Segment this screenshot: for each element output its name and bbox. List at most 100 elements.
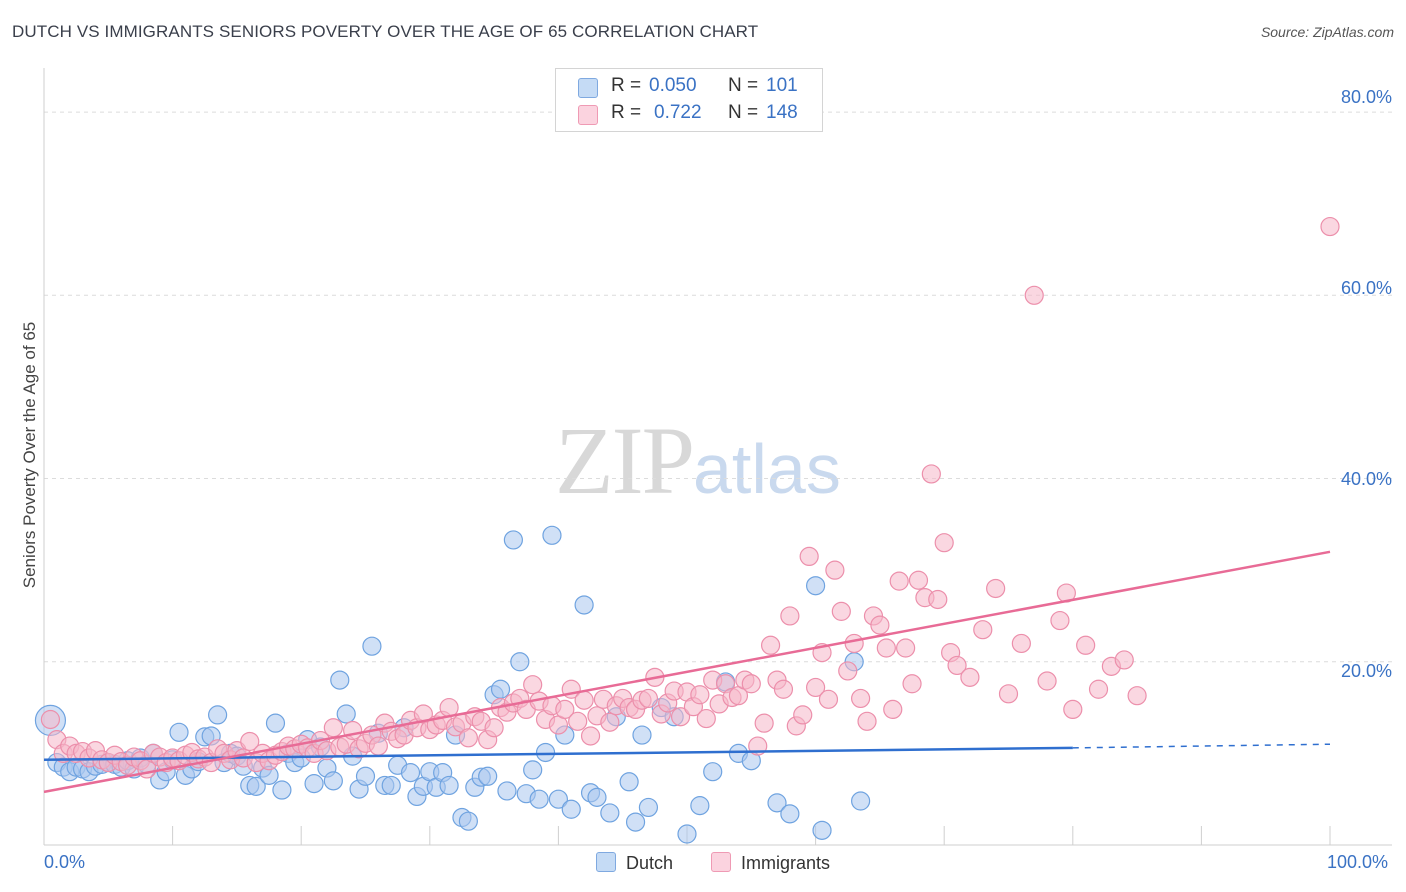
legend-r-value: 0.050 — [649, 75, 697, 96]
immigrants-point — [780, 606, 800, 626]
immigrants-point — [1050, 610, 1070, 631]
immigrants-point — [831, 601, 851, 621]
dutch-point — [381, 775, 401, 796]
immigrants-point — [670, 707, 691, 727]
immigrants-point — [889, 571, 909, 591]
immigrants-point — [1063, 699, 1083, 720]
immigrants-point — [754, 713, 774, 733]
immigrants-point — [799, 546, 819, 567]
dutch-point — [355, 766, 376, 786]
immigrants-point — [844, 633, 864, 654]
watermark-zip: ZIP — [555, 407, 695, 514]
immigrants-point — [947, 655, 967, 676]
chart-title: DUTCH VS IMMIGRANTS SENIORS POVERTY OVER… — [12, 22, 759, 41]
immigrants-point — [1037, 671, 1057, 691]
immigrants-point — [1076, 635, 1096, 655]
immigrants-point — [40, 709, 61, 730]
dutch-point — [535, 742, 556, 763]
legend-r-label: R = — [611, 75, 642, 96]
dutch-trend-extension — [1072, 743, 1331, 749]
dutch-point — [767, 793, 787, 813]
dutch-point — [304, 774, 324, 794]
immigrants-point — [240, 731, 260, 752]
immigrants-point — [870, 615, 890, 635]
dutch-point — [851, 791, 871, 811]
immigrants-point — [908, 570, 929, 590]
immigrants-point — [960, 667, 980, 687]
y-tick-label-80: 80.0% — [1340, 87, 1392, 107]
dutch-point — [336, 704, 356, 724]
dutch-point — [587, 787, 607, 807]
immigrants-point — [690, 685, 710, 705]
legend-r-value: 0.722 — [654, 102, 702, 123]
dutch-point — [677, 824, 697, 844]
x-tick-label-0: 0.0% — [44, 852, 86, 872]
immigrants-point — [368, 736, 388, 756]
dutch-point — [574, 595, 594, 615]
dutch-point — [523, 760, 543, 780]
dutch-point — [625, 812, 646, 832]
legend-n-value: 148 — [766, 102, 798, 123]
immigrants-point — [568, 711, 588, 731]
dutch-point — [169, 722, 189, 742]
legend-n-label: N = — [728, 102, 759, 123]
immigrants-point — [973, 620, 993, 640]
dutch-point — [246, 776, 266, 796]
immigrants-point — [921, 464, 941, 484]
y-tick-label-60: 60.0% — [1340, 278, 1392, 298]
dutch-point — [632, 725, 652, 745]
immigrants-point — [1127, 686, 1147, 706]
dutch-point — [497, 781, 517, 801]
dutch-point — [812, 820, 832, 840]
legend-swatch-immigrants — [578, 105, 598, 125]
immigrants-point — [760, 635, 781, 655]
immigrants-point — [773, 679, 794, 699]
immigrants-point — [883, 699, 903, 720]
immigrants-point — [998, 684, 1019, 704]
immigrants-point — [825, 560, 845, 580]
dutch-trend-line — [43, 746, 1073, 762]
bottom-legend-immigrants: Immigrants — [711, 852, 830, 874]
correlation-legend: R = 0.050 N = 101 R = 0.722 N = 148 — [555, 68, 823, 132]
immigrants-point — [580, 726, 601, 746]
immigrants-point — [574, 690, 594, 710]
immigrants-point — [876, 638, 896, 658]
dutch-point — [400, 763, 421, 783]
dutch-point — [272, 780, 292, 800]
y-tick-label-40: 40.0% — [1340, 469, 1392, 489]
dutch-point — [458, 811, 478, 831]
watermark-atlas: atlas — [693, 430, 841, 508]
immigrants-point — [523, 675, 543, 695]
immigrants-point — [805, 677, 826, 698]
dutch-point — [510, 652, 530, 672]
dutch-point — [208, 705, 228, 725]
bottom-legend-label-immigrants: Immigrants — [741, 853, 831, 873]
immigrants-point — [555, 699, 575, 720]
dutch-point — [265, 713, 286, 733]
y-tick-label-20: 20.0% — [1340, 661, 1392, 681]
legend-n-label: N = — [728, 75, 759, 96]
bottom-legend-swatch-immigrants — [711, 852, 731, 872]
dutch-point — [323, 771, 343, 791]
immigrants-point — [1011, 633, 1031, 654]
immigrants-point — [1024, 285, 1044, 305]
dutch-point — [362, 636, 382, 656]
immigrants-trend-line — [43, 550, 1331, 794]
immigrants-point — [934, 533, 954, 553]
dutch-point — [690, 796, 710, 816]
immigrants-point — [600, 712, 620, 732]
dutch-point — [780, 804, 800, 824]
immigrants-point — [458, 728, 478, 748]
immigrants-point — [1320, 216, 1340, 237]
legend-r-label: R = — [611, 102, 642, 123]
immigrants-point — [484, 718, 504, 738]
immigrants-point — [902, 674, 922, 694]
bottom-legend-dutch: Dutch — [596, 852, 673, 874]
immigrants-point — [986, 578, 1006, 599]
immigrants-point — [1114, 650, 1134, 670]
legend-swatch-dutch — [578, 78, 598, 98]
y-axis-label: Seniors Poverty Over the Age of 65 — [20, 321, 39, 589]
immigrants-point — [851, 688, 871, 709]
immigrants-point — [1088, 679, 1109, 699]
